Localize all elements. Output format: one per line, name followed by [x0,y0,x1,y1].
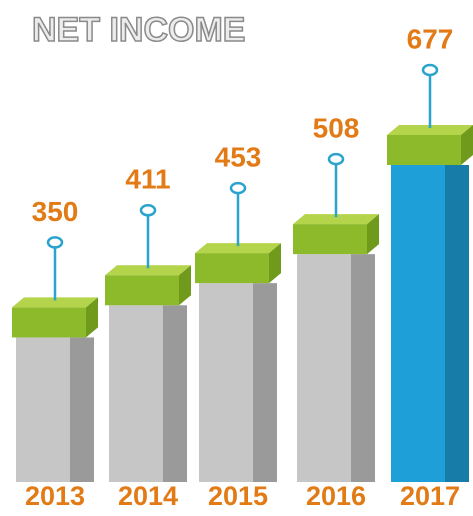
bar-side [351,254,375,482]
x-tick-label: 2013 [25,481,85,511]
chart-title: NET INCOME [32,11,245,49]
pin-ring [421,63,439,77]
pin-ring [46,236,64,249]
cube-side [179,265,191,306]
bar [16,337,70,482]
cube-side [461,125,473,165]
bar-side [445,165,469,482]
cube-top [105,265,191,276]
cube-top [12,297,98,308]
bar [391,165,445,482]
value-label: 411 [125,164,170,195]
x-tick-label: 2015 [208,481,268,511]
cube-top [387,125,473,135]
bar-side [70,337,94,482]
cube-side [86,297,98,338]
pin-ring [139,204,157,217]
x-tick-label: 2016 [306,481,366,511]
value-label: 508 [313,113,360,144]
value-label: 453 [215,142,262,173]
cube-side [269,243,281,284]
cube-top [195,243,281,254]
bar-side [163,305,187,482]
cube-front [12,307,86,338]
value-label: 677 [407,23,454,54]
bar [109,305,163,482]
x-tick-label: 2017 [400,481,460,511]
value-label: 350 [32,196,79,227]
cube-top [293,214,379,225]
bar [199,283,253,482]
cube-front [105,275,179,306]
pin-ring [327,152,345,166]
cube-side [367,214,379,255]
cube-front [293,224,367,255]
cube-front [195,253,269,284]
bar-side [253,283,277,482]
x-tick-label: 2014 [118,481,178,511]
bar [297,254,351,482]
pin-ring [229,181,247,195]
cube-front [387,135,461,165]
